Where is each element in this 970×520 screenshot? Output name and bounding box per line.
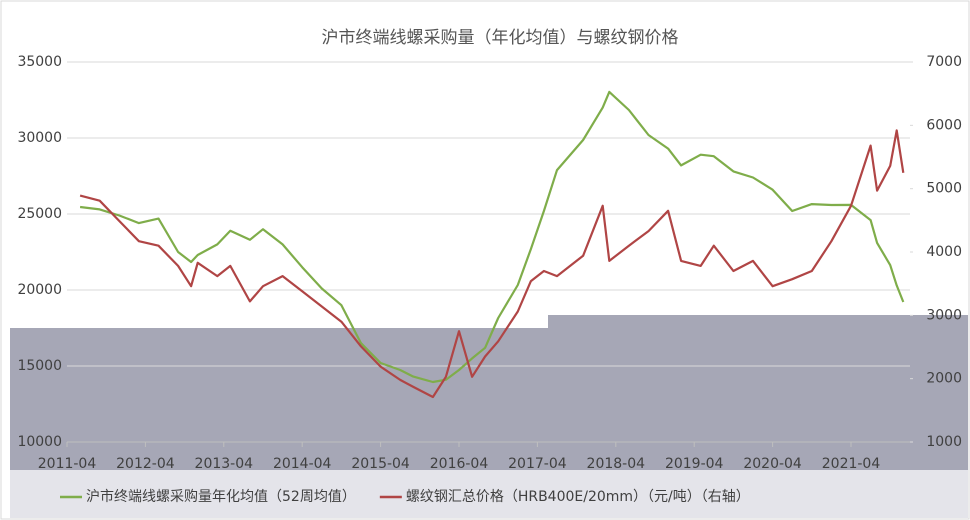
y-tick-label: 25000 (17, 206, 62, 222)
y2-tick-label: 3000 (926, 307, 962, 323)
y-tick-label: 30000 (17, 130, 62, 146)
chart-title: 沪市终端线螺采购量（年化均值）与螺纹钢价格 (322, 28, 679, 48)
y2-tick-label: 7000 (926, 54, 962, 70)
overlay (548, 315, 968, 470)
y2-tick-label: 6000 (926, 117, 962, 133)
x-tick-label: 2017-04 (508, 456, 567, 472)
series-line (79, 90, 905, 384)
y2-tick-label: 5000 (926, 181, 962, 197)
y2-tick-label: 1000 (926, 434, 962, 450)
y2-tick-label: 2000 (926, 371, 962, 387)
x-tick-label: 2013-04 (195, 456, 254, 472)
overlay (10, 328, 550, 470)
x-tick-label: 2011-04 (38, 456, 97, 472)
y-tick-label: 15000 (17, 358, 62, 374)
legend-label: 螺纹钢汇总价格（HRB400E/20mm）（元/吨）（右轴） (406, 489, 750, 505)
y-tick-label: 10000 (17, 434, 62, 450)
x-tick-label: 2018-04 (587, 456, 646, 472)
overlay (10, 470, 968, 518)
legend-label: 沪市终端线螺采购量年化均值（52周均值） (86, 488, 356, 505)
y-tick-label: 20000 (17, 282, 62, 298)
y2-tick-label: 4000 (926, 244, 962, 260)
x-tick-label: 2012-04 (116, 456, 175, 472)
x-tick-label: 2015-04 (351, 456, 410, 472)
y-tick-label: 35000 (17, 54, 62, 70)
series-line (79, 129, 905, 399)
x-tick-label: 2020-04 (743, 456, 802, 472)
x-tick-label: 2014-04 (273, 456, 332, 472)
x-tick-label: 2021-04 (822, 456, 881, 472)
x-tick-label: 2019-04 (665, 456, 724, 472)
x-tick-label: 2016-04 (430, 456, 489, 472)
